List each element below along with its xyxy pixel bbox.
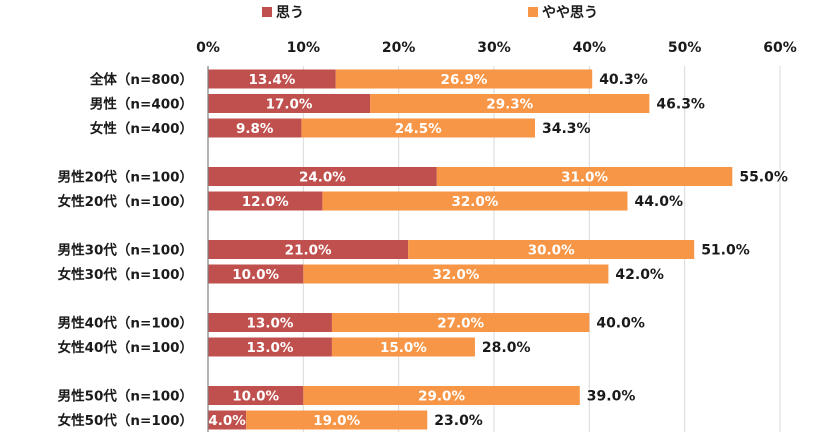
bar-segment-1 (208, 69, 336, 89)
total-label: 46.3% (656, 97, 705, 113)
bar-value-label: 9.8% (236, 121, 274, 137)
bar-segment-2 (301, 118, 535, 138)
total-label: 34.3% (542, 121, 591, 137)
bar-segment-2 (303, 386, 580, 405)
bar-segment-1 (208, 240, 409, 259)
total-label: 55.0% (739, 170, 788, 186)
category-label: 男性40代（n=100） (58, 315, 193, 332)
bar-value-label: 21.0% (285, 243, 332, 259)
bar-value-label: 32.0% (432, 267, 479, 283)
x-tick-label: 60% (763, 40, 797, 56)
category-label: 男性30代（n=100） (58, 242, 193, 259)
total-label: 51.0% (701, 243, 750, 259)
bar-segment-1 (208, 191, 323, 211)
bar-value-label: 12.0% (242, 194, 289, 210)
total-label: 44.0% (634, 194, 683, 210)
bar-value-label: 19.0% (313, 413, 360, 429)
total-label: 39.0% (587, 389, 636, 405)
bar-value-label: 32.0% (452, 194, 499, 210)
bar-value-label: 17.0% (266, 97, 313, 113)
category-label: 男性20代（n=100） (58, 169, 193, 186)
category-label: 女性30代（n=100） (58, 266, 193, 283)
bar-segment-2 (322, 191, 628, 211)
bar-segment-2 (370, 94, 650, 113)
bar-value-label: 31.0% (561, 170, 608, 186)
total-label: 23.0% (434, 413, 483, 429)
legend-swatch-1 (262, 7, 272, 17)
total-label: 28.0% (482, 340, 531, 356)
total-label: 42.0% (615, 267, 664, 283)
bar-value-label: 24.0% (299, 170, 346, 186)
bar-value-label: 15.0% (380, 340, 427, 356)
total-labels: 40.3% 46.3% 34.3% 55.0% 44.0% 51.0% 42.0% 40.0%… (434, 72, 788, 429)
bar-value-label: 10.0% (232, 267, 279, 283)
bar-segment-1 (208, 94, 371, 113)
bar-value-label: 27.0% (437, 316, 484, 332)
bar-value-label: 29.0% (418, 389, 465, 405)
x-tick-label: 20% (382, 40, 416, 56)
category-label: 男性（n=400） (90, 96, 193, 113)
legend-label-1: 思う (276, 5, 304, 21)
x-axis-ticks: 0% 10% 20% 30% 40% 50% 60% (196, 40, 797, 56)
bar-segment-2 (408, 240, 695, 259)
bar-segment-1 (208, 264, 304, 284)
bar-value-label: 13.0% (247, 316, 294, 332)
bar-segment-1 (208, 337, 332, 357)
bar-segment-2 (303, 264, 609, 284)
bar-segment-1 (208, 118, 302, 138)
bar-value-label: 24.5% (395, 121, 442, 137)
category-label: 女性20代（n=100） (58, 193, 193, 210)
bar-segment-2 (246, 410, 428, 430)
bar-segment-1 (208, 410, 247, 430)
bar-segment-2 (436, 167, 733, 186)
x-tick-label: 40% (573, 40, 607, 56)
bar-value-label: 30.0% (528, 243, 575, 259)
category-label: 女性（n=400） (90, 120, 193, 137)
bar-segment-2 (331, 337, 475, 357)
category-labels: 全体（n=800） 男性（n=400） 女性（n=400） 男性20代（n=100） 女… (58, 71, 193, 429)
bars: 13.4% 26.9% 17.0% 29.3% 9.8% 24.5% 24.0% 31.0% 1… (208, 69, 733, 430)
x-tick-label: 10% (287, 40, 321, 56)
bar-value-label: 4.0% (208, 413, 246, 429)
x-tick-label: 0% (196, 40, 220, 56)
bar-value-label: 26.9% (441, 72, 488, 88)
bar-segment-1 (208, 386, 304, 405)
legend-label-2: やや思う (542, 5, 598, 21)
total-label: 40.0% (596, 316, 645, 332)
total-label: 40.3% (599, 72, 648, 88)
category-label: 女性40代（n=100） (58, 339, 193, 356)
bar-segment-2 (335, 69, 593, 89)
bar-segment-1 (208, 313, 332, 332)
bar-value-label: 10.0% (232, 389, 279, 405)
x-tick-label: 50% (668, 40, 702, 56)
bar-value-label: 13.4% (248, 72, 295, 88)
x-tick-label: 30% (477, 40, 511, 56)
category-label: 男性50代（n=100） (58, 388, 193, 405)
legend-swatch-2 (528, 7, 538, 17)
bar-segment-1 (208, 167, 437, 186)
bar-value-label: 13.0% (247, 340, 294, 356)
bar-segment-2 (331, 313, 590, 332)
legend: 思う やや思う (262, 5, 598, 21)
category-label: 全体（n=800） (89, 71, 193, 88)
bar-value-label: 29.3% (486, 97, 533, 113)
category-label: 女性50代（n=100） (58, 412, 193, 429)
